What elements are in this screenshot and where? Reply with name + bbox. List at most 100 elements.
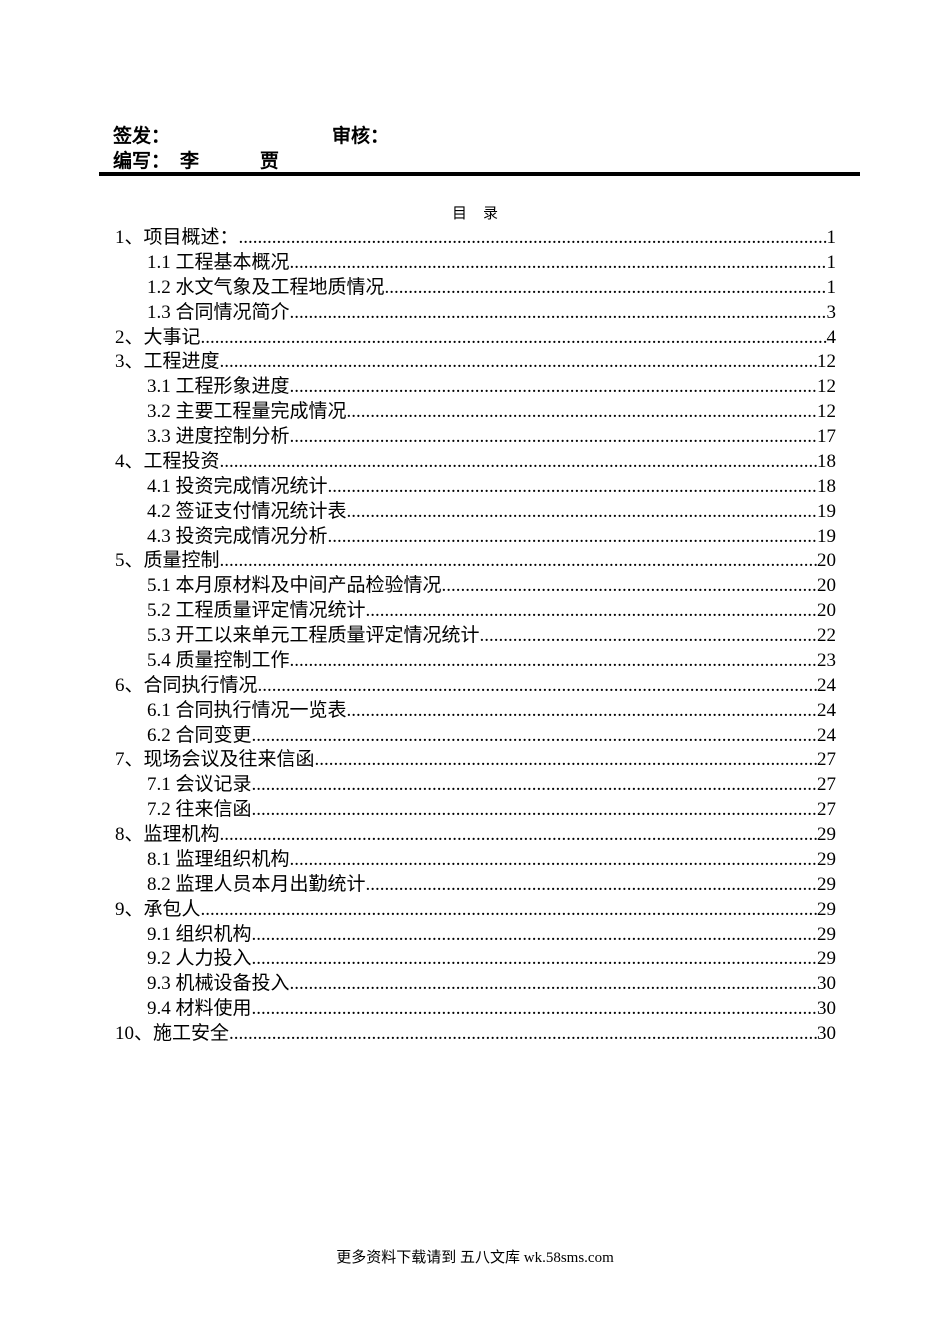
toc-entry-label: 4.2 签证支付情况统计表 bbox=[147, 500, 347, 522]
dot-leader bbox=[252, 772, 817, 797]
toc-entry[interactable]: 4.1 投资完成情况统计 18 bbox=[147, 474, 836, 499]
toc-entry[interactable]: 3、工程进度 12 bbox=[115, 349, 836, 374]
toc-entry-page: 22 bbox=[817, 625, 836, 646]
toc-entry-page: 12 bbox=[817, 376, 836, 398]
toc-entry[interactable]: 3.3 进度控制分析 17 bbox=[147, 424, 836, 449]
toc-entry[interactable]: 7.2 往来信函 27 bbox=[147, 797, 836, 822]
toc-entry[interactable]: 9.1 组织机构 29 bbox=[147, 922, 836, 947]
toc-entry[interactable]: 9.3 机械设备投入 30 bbox=[147, 971, 836, 996]
toc-entry[interactable]: 1、项目概述： 1 bbox=[115, 225, 836, 250]
dot-leader bbox=[315, 747, 817, 772]
dot-leader bbox=[480, 623, 817, 648]
sign-label: 签发： bbox=[113, 125, 171, 147]
toc-entry[interactable]: 6.1 合同执行情况一览表 24 bbox=[147, 698, 836, 723]
toc-entry[interactable]: 4.2 签证支付情况统计表 19 bbox=[147, 499, 836, 524]
dot-leader bbox=[201, 325, 827, 350]
toc-entry-label: 3、工程进度 bbox=[115, 351, 220, 373]
dot-leader bbox=[290, 424, 817, 449]
toc-entry[interactable]: 5.4 质量控制工作 23 bbox=[147, 648, 836, 673]
dot-leader bbox=[252, 797, 817, 822]
toc-entry-page: 27 bbox=[817, 799, 836, 821]
toc-entry-label: 4.1 投资完成情况统计 bbox=[147, 475, 328, 497]
review-label: 审核： bbox=[332, 125, 390, 147]
dot-leader bbox=[239, 225, 827, 250]
toc-entry[interactable]: 5.1 本月原材料及中间产品检验情况 20 bbox=[147, 573, 836, 598]
toc-entry-page: 27 bbox=[817, 749, 836, 771]
toc-entry-label: 6.1 合同执行情况一览表 bbox=[147, 699, 347, 721]
toc-entry-label: 9.1 组织机构 bbox=[147, 923, 252, 945]
toc-entry-page: 18 bbox=[817, 450, 836, 472]
toc-entry-page: 29 bbox=[817, 873, 836, 895]
toc-entry[interactable]: 1.2 水文气象及工程地质情况 1 bbox=[147, 275, 836, 300]
toc-entry-page: 4 bbox=[826, 326, 837, 348]
dot-leader bbox=[220, 822, 817, 847]
toc-entry[interactable]: 1.3 合同情况简介 3 bbox=[147, 300, 836, 325]
toc-entry-page: 3 bbox=[826, 301, 837, 323]
toc-entry[interactable]: 2、大事记 4 bbox=[115, 325, 836, 350]
toc-entry[interactable]: 6.2 合同变更 24 bbox=[147, 723, 836, 748]
toc-entry-label: 7.1 会议记录 bbox=[147, 774, 252, 796]
toc-entry[interactable]: 6、合同执行情况 24 bbox=[115, 673, 836, 698]
dot-leader bbox=[252, 946, 817, 971]
dot-leader bbox=[252, 922, 817, 947]
toc-entry[interactable]: 5、质量控制 20 bbox=[115, 548, 836, 573]
toc-entry-page: 29 bbox=[817, 948, 836, 970]
toc-entry[interactable]: 8.1 监理组织机构 29 bbox=[147, 847, 836, 872]
toc-entry[interactable]: 4.3 投资完成情况分析 19 bbox=[147, 524, 836, 549]
toc-entry[interactable]: 9.2 人力投入 29 bbox=[147, 946, 836, 971]
header-rule bbox=[99, 172, 860, 176]
toc-entry[interactable]: 1.1 工程基本概况 1 bbox=[147, 250, 836, 275]
toc-entry-label: 7、现场会议及往来信函 bbox=[115, 749, 315, 771]
dot-leader bbox=[347, 399, 817, 424]
toc-entry-label: 7.2 往来信函 bbox=[147, 799, 252, 821]
toc-entry-page: 24 bbox=[817, 699, 836, 721]
toc-entry-page: 29 bbox=[817, 923, 836, 945]
toc-entry-label: 1、项目概述： bbox=[115, 227, 239, 248]
toc-entry-label: 2、大事记 bbox=[115, 326, 201, 348]
toc-entry[interactable]: 8.2 监理人员本月出勤统计 29 bbox=[147, 872, 836, 897]
dot-leader bbox=[347, 499, 817, 524]
toc-entry[interactable]: 9、承包人 29 bbox=[115, 897, 836, 922]
toc-entry-label: 9.4 材料使用 bbox=[147, 998, 252, 1020]
toc-entry-label: 4、工程投资 bbox=[115, 450, 220, 472]
toc-entry[interactable]: 8、监理机构 29 bbox=[115, 822, 836, 847]
dot-leader bbox=[220, 548, 817, 573]
toc-entry-label: 6.2 合同变更 bbox=[147, 724, 252, 746]
toc-entry-label: 8、监理机构 bbox=[115, 824, 220, 845]
toc-entry[interactable]: 5.3 开工以来单元工程质量评定情况统计 22 bbox=[147, 623, 836, 648]
toc-entry[interactable]: 3.2 主要工程量完成情况 12 bbox=[147, 399, 836, 424]
toc-entry-label: 5.2 工程质量评定情况统计 bbox=[147, 600, 366, 622]
toc-entry[interactable]: 9.4 材料使用 30 bbox=[147, 996, 836, 1021]
toc-entry-page: 17 bbox=[817, 426, 836, 447]
toc-entry[interactable]: 7.1 会议记录 27 bbox=[147, 772, 836, 797]
toc-entry[interactable]: 7、现场会议及往来信函 27 bbox=[115, 747, 836, 772]
toc-entry-page: 29 bbox=[817, 898, 836, 920]
toc-entry-label: 5.3 开工以来单元工程质量评定情况统计 bbox=[147, 625, 480, 646]
author-2: 贾 bbox=[260, 150, 280, 172]
toc-entry-page: 1 bbox=[826, 227, 837, 248]
toc-entry[interactable]: 10、施工安全 30 bbox=[115, 1021, 836, 1046]
toc-entry-page: 18 bbox=[817, 475, 836, 497]
toc-entry-page: 1 bbox=[826, 251, 837, 273]
toc-entry-page: 20 bbox=[817, 550, 836, 572]
toc-title: 目录 bbox=[451, 206, 499, 222]
toc-entry-page: 19 bbox=[817, 525, 836, 547]
dot-leader bbox=[258, 673, 817, 698]
toc-entry-label: 5.1 本月原材料及中间产品检验情况 bbox=[147, 575, 442, 597]
toc-entry[interactable]: 4、工程投资 18 bbox=[115, 449, 836, 474]
toc-entry-label: 3.3 进度控制分析 bbox=[147, 426, 290, 447]
toc-entry-page: 29 bbox=[817, 848, 836, 870]
toc-entry-label: 1.3 合同情况简介 bbox=[147, 301, 290, 323]
dot-leader bbox=[366, 872, 817, 897]
toc-entry-page: 23 bbox=[817, 649, 836, 671]
author-label: 编写： bbox=[113, 150, 171, 172]
footer-text: 更多资料下载请到 五八文库 wk.58sms.com bbox=[336, 1250, 614, 1266]
toc-entry-page: 12 bbox=[817, 351, 836, 373]
toc-entry[interactable]: 3.1 工程形象进度 12 bbox=[147, 374, 836, 399]
toc-entry[interactable]: 5.2 工程质量评定情况统计 20 bbox=[147, 598, 836, 623]
toc-entry-page: 24 bbox=[817, 724, 836, 746]
dot-leader bbox=[220, 349, 817, 374]
toc-entry-page: 30 bbox=[817, 973, 836, 995]
toc-entry-page: 19 bbox=[817, 500, 836, 522]
